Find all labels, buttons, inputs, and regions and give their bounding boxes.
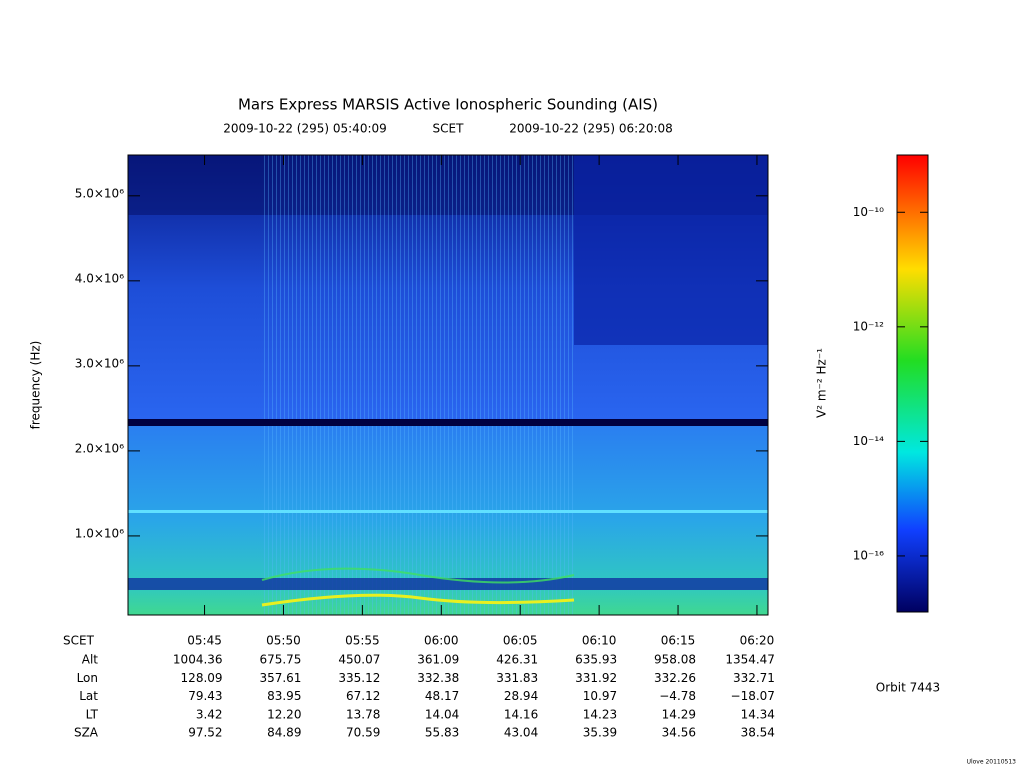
ephemeris-name: LT — [86, 707, 99, 721]
colorbar-tick-label: 10⁻¹⁴ — [853, 434, 884, 448]
y-axis-label: frequency (Hz) — [29, 341, 43, 430]
ephemeris-value: 97.52 — [188, 726, 222, 740]
ephemeris-value: 1354.47 — [725, 653, 775, 667]
ephemeris-value: 361.09 — [417, 653, 459, 667]
ephemeris-value: 38.54 — [741, 726, 775, 740]
ephemeris-value: 331.83 — [496, 671, 538, 685]
colorbar-tick-label: 10⁻¹² — [853, 319, 884, 333]
y-tick-label: 4.0×10⁶ — [75, 271, 124, 285]
ephemeris-name: Lat — [79, 689, 98, 703]
y-tick-label: 1.0×10⁶ — [75, 526, 124, 540]
y-tick-label: 3.0×10⁶ — [75, 356, 124, 370]
orbit: Orbit 7443 — [876, 681, 940, 695]
ephemeris-value: 3.42 — [196, 707, 223, 721]
y-tick-label: 2.0×10⁶ — [75, 441, 124, 455]
ephemeris-value: 335.12 — [338, 671, 380, 685]
ephemeris-value: 14.04 — [425, 707, 459, 721]
colorbar-tick-label: 10⁻¹⁰ — [853, 205, 884, 219]
ephemeris-value: 128.09 — [181, 671, 223, 685]
ephemeris-value: 84.89 — [267, 726, 301, 740]
colorbar-tick-label: 10⁻¹⁶ — [853, 548, 884, 562]
ephemeris-value: 34.56 — [662, 726, 696, 740]
ephemeris-value: 67.12 — [346, 689, 380, 703]
ephemeris-value: 79.43 — [188, 689, 222, 703]
ephemeris-value: 35.39 — [583, 726, 617, 740]
ephemeris-value: 48.17 — [425, 689, 459, 703]
ephemeris-value: 70.59 — [346, 726, 380, 740]
ephemeris-value: 958.08 — [654, 653, 696, 667]
ephemeris-value: 55.83 — [425, 726, 459, 740]
ephemeris-value: 28.94 — [504, 689, 538, 703]
ephemeris-value: 10.97 — [583, 689, 617, 703]
ephemeris-value: 331.92 — [575, 671, 617, 685]
end-time: 2009-10-22 (295) 06:20:08 — [509, 122, 673, 136]
colorbar — [896, 154, 929, 613]
x-tick-label: 06:20 — [740, 634, 775, 648]
ephemeris-name: SZA — [74, 726, 99, 740]
ephemeris-label: SCET — [63, 634, 95, 648]
x-tick-label: 06:00 — [424, 634, 459, 648]
ephemeris-value: 83.95 — [267, 689, 301, 703]
ephemeris-value: 635.93 — [575, 653, 617, 667]
ephemeris-value: 1004.36 — [173, 653, 223, 667]
spectrogram — [128, 155, 768, 615]
ephemeris-value: −4.78 — [659, 689, 696, 703]
plot-frame — [127, 154, 769, 616]
x-tick-label: 05:45 — [187, 634, 222, 648]
ephemeris-value: 426.31 — [496, 653, 538, 667]
ephemeris-value: 675.75 — [259, 653, 301, 667]
ephemeris-name: Alt — [82, 653, 99, 667]
colorbar-label: V² m⁻² Hz⁻¹ — [815, 348, 829, 418]
ephemeris-value: 332.38 — [417, 671, 459, 685]
ephemeris-value: 14.34 — [741, 707, 775, 721]
ephemeris-name: Lon — [77, 671, 98, 685]
y-tick-label: 5.0×10⁶ — [75, 186, 124, 200]
ephemeris-value: 14.16 — [504, 707, 538, 721]
ephemeris-value: −18.07 — [731, 689, 775, 703]
ephemeris-value: 13.78 — [346, 707, 380, 721]
ephemeris-value: 332.26 — [654, 671, 696, 685]
chart-title: Mars Express MARSIS Active Ionospheric S… — [238, 96, 658, 114]
ephemeris-value: 450.07 — [338, 653, 380, 667]
x-tick-label: 05:55 — [345, 634, 380, 648]
x-tick-label: 06:05 — [503, 634, 538, 648]
ephemeris-value: 14.23 — [583, 707, 617, 721]
x-tick-label: 06:15 — [661, 634, 696, 648]
x-tick-label: 06:10 — [582, 634, 617, 648]
ephemeris-value: 43.04 — [504, 726, 538, 740]
credit: Ulove 20110513 — [967, 759, 1017, 766]
ephemeris-value: 357.61 — [259, 671, 301, 685]
ephemeris-value: 332.71 — [733, 671, 775, 685]
ephemeris-value: 14.29 — [662, 707, 696, 721]
start-time: 2009-10-22 (295) 05:40:09 — [223, 122, 387, 136]
x-tick-label: 05:50 — [266, 634, 301, 648]
time-label: SCET — [433, 122, 465, 136]
ephemeris-value: 12.20 — [267, 707, 301, 721]
